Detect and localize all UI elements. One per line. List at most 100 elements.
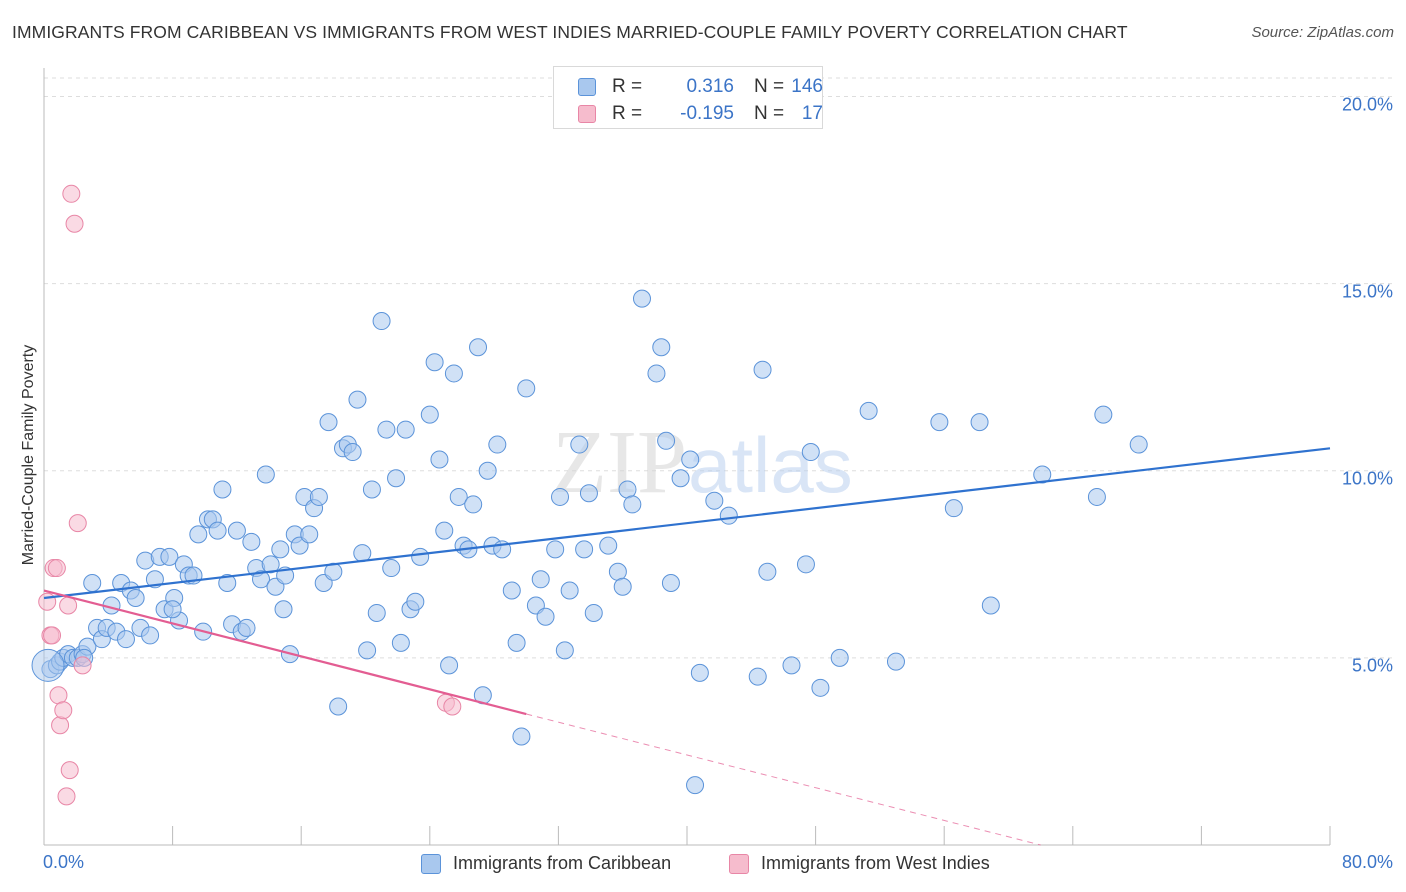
data-point-caribbean bbox=[343, 443, 362, 462]
data-point-caribbean bbox=[584, 603, 603, 622]
data-point-caribbean bbox=[652, 338, 671, 357]
data-point-caribbean bbox=[449, 487, 468, 506]
data-point-caribbean bbox=[227, 521, 246, 540]
data-point-caribbean bbox=[83, 574, 102, 593]
data-point-caribbean-large bbox=[31, 648, 65, 682]
data-point-caribbean bbox=[579, 484, 598, 503]
data-point-caribbean bbox=[372, 312, 391, 331]
data-point-west-indies bbox=[59, 596, 78, 615]
data-point-caribbean bbox=[440, 656, 459, 675]
data-point-caribbean bbox=[237, 618, 256, 637]
data-point-caribbean bbox=[811, 678, 830, 697]
data-point-west-indies bbox=[49, 686, 68, 705]
data-point-caribbean bbox=[551, 487, 570, 506]
data-point-caribbean bbox=[944, 499, 963, 518]
source-label: Source: ZipAtlas.com bbox=[1251, 24, 1394, 41]
data-point-caribbean bbox=[300, 525, 319, 544]
data-point-caribbean bbox=[686, 776, 705, 795]
data-point-caribbean bbox=[555, 641, 574, 660]
watermark-zip: ZIP bbox=[552, 413, 687, 512]
data-point-west-indies bbox=[62, 184, 81, 203]
data-point-caribbean bbox=[1087, 487, 1106, 506]
data-point-west-indies bbox=[47, 559, 66, 578]
data-point-caribbean bbox=[719, 506, 738, 525]
data-point-caribbean bbox=[599, 536, 618, 555]
data-point-west-indies bbox=[54, 701, 73, 720]
data-point-caribbean bbox=[163, 600, 182, 619]
caribbean-legend-label: Immigrants from Caribbean bbox=[453, 853, 672, 873]
data-point-caribbean bbox=[218, 574, 237, 593]
series-caribbean-points bbox=[31, 289, 1148, 795]
data-point-caribbean bbox=[160, 547, 179, 566]
data-point-caribbean bbox=[141, 626, 160, 645]
data-point-caribbean bbox=[362, 480, 381, 499]
n-value: 146 bbox=[791, 76, 823, 97]
data-point-caribbean bbox=[391, 633, 410, 652]
data-point-west-indies bbox=[65, 214, 84, 233]
chart-title: IMMIGRANTS FROM CARIBBEAN VS IMMIGRANTS … bbox=[12, 22, 1128, 42]
n-label: N = bbox=[754, 76, 785, 97]
data-point-caribbean bbox=[705, 491, 724, 510]
data-point-caribbean bbox=[930, 413, 949, 432]
y-tick-label: 10.0% bbox=[1341, 468, 1393, 489]
gridlines bbox=[44, 77, 1392, 659]
trend-line-caribbean bbox=[43, 447, 1331, 600]
data-point-caribbean bbox=[753, 360, 772, 379]
data-point-caribbean bbox=[546, 540, 565, 559]
data-point-caribbean bbox=[502, 581, 521, 600]
r-label: R = bbox=[612, 76, 643, 97]
data-point-caribbean bbox=[382, 559, 401, 578]
data-point-caribbean bbox=[661, 574, 680, 593]
data-point-caribbean bbox=[319, 413, 338, 432]
west-indies-legend-label: Immigrants from West Indies bbox=[761, 853, 990, 873]
data-point-caribbean bbox=[801, 443, 820, 462]
caribbean-legend-swatch bbox=[421, 854, 441, 874]
data-point-caribbean bbox=[348, 390, 367, 409]
data-point-caribbean bbox=[758, 562, 777, 581]
data-point-west-indies bbox=[38, 592, 57, 611]
west-indies-legend-swatch bbox=[729, 854, 749, 874]
data-point-caribbean bbox=[252, 570, 271, 589]
data-point-caribbean bbox=[329, 697, 348, 716]
data-point-caribbean bbox=[830, 648, 849, 667]
data-point-caribbean bbox=[469, 338, 488, 357]
trend-lines bbox=[43, 447, 1331, 846]
data-point-caribbean bbox=[632, 289, 651, 308]
data-point-caribbean bbox=[886, 652, 905, 671]
n-label: N = bbox=[754, 103, 785, 124]
data-point-caribbean bbox=[970, 413, 989, 432]
data-point-caribbean bbox=[411, 547, 430, 566]
data-point-caribbean bbox=[430, 450, 449, 469]
data-point-caribbean bbox=[570, 435, 589, 454]
axes bbox=[43, 68, 1331, 846]
data-point-caribbean bbox=[690, 663, 709, 682]
data-point-caribbean bbox=[271, 540, 290, 559]
data-point-caribbean bbox=[536, 607, 555, 626]
data-point-caribbean bbox=[256, 465, 275, 484]
data-point-caribbean bbox=[242, 532, 261, 551]
data-point-west-indies bbox=[43, 626, 62, 645]
y-tick-label: 20.0% bbox=[1341, 94, 1393, 114]
data-point-caribbean bbox=[657, 431, 676, 450]
r-label: R = bbox=[612, 103, 643, 124]
data-point-caribbean bbox=[213, 480, 232, 499]
data-point-caribbean bbox=[309, 487, 328, 506]
x-tick-label-max: 80.0% bbox=[1341, 852, 1393, 872]
data-point-caribbean bbox=[208, 521, 227, 540]
data-point-caribbean bbox=[1094, 405, 1113, 424]
data-point-caribbean bbox=[782, 656, 801, 675]
n-value: 17 bbox=[801, 103, 823, 124]
west-indies-swatch bbox=[578, 105, 596, 123]
data-point-caribbean bbox=[126, 588, 145, 607]
data-point-west-indies bbox=[57, 787, 76, 806]
data-point-caribbean bbox=[478, 461, 497, 480]
trend-line-west-indies bbox=[43, 589, 527, 716]
data-point-caribbean bbox=[507, 633, 526, 652]
data-point-caribbean bbox=[367, 603, 386, 622]
data-point-caribbean bbox=[613, 577, 632, 596]
data-point-caribbean bbox=[647, 364, 666, 383]
data-point-west-indies bbox=[68, 514, 87, 533]
data-point-caribbean bbox=[608, 562, 627, 581]
data-point-west-indies bbox=[60, 761, 79, 780]
data-point-caribbean bbox=[488, 435, 507, 454]
